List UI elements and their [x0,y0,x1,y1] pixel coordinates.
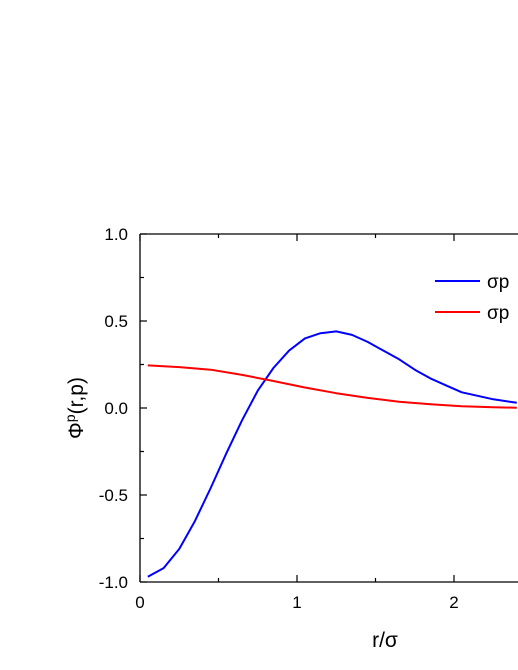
y-tick-label: -0.5 [99,486,128,505]
y-tick-label: 0.5 [104,312,128,331]
legend-label-1: σp [487,272,509,293]
legend: σp σp [435,272,509,324]
y-axis-title-main: Φ [65,422,88,439]
y-axis-title-sup: p [62,414,78,422]
series-line-2 [147,364,517,409]
x-tick-label: 0 [135,593,144,612]
y-axis-title-rest: (r,p) [65,377,88,414]
series-group [147,330,517,578]
y-axis-title: Φp(r,p) [62,377,88,439]
x-tick-label: 1 [292,593,301,612]
y-tick-label: 0.0 [104,399,128,418]
x-axis-title: r/σ [372,629,398,652]
legend-label-2: σp [487,303,509,324]
series-line-1 [147,330,517,578]
y-tick-label: 1.0 [104,225,128,244]
y-tick-label: -1.0 [99,573,128,592]
x-tick-label: 2 [449,593,458,612]
ticks [139,233,455,583]
tick-labels: 0 1 2 -1.0 -0.5 0.0 0.5 1.0 [99,225,459,612]
